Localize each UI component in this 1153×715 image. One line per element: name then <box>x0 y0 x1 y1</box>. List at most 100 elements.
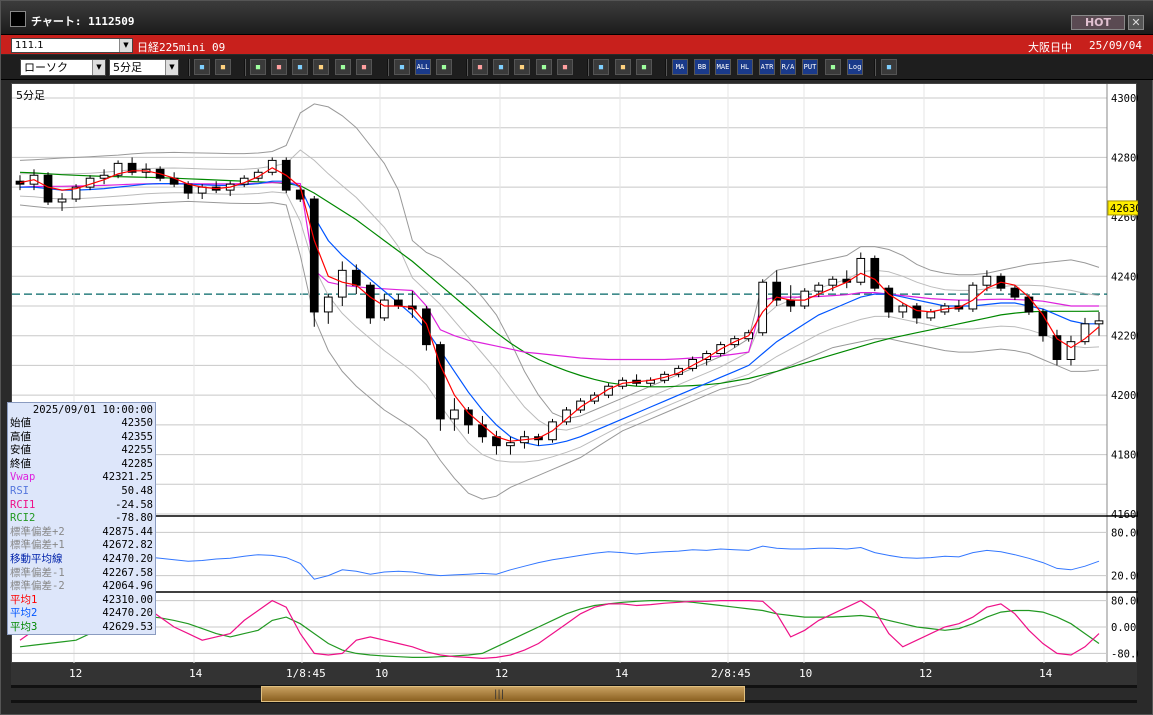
chart-area[interactable]: 4300042800426004240042200420004180041600… <box>11 83 1138 664</box>
price-axis-label: 41600 <box>1111 509 1138 521</box>
close-icon[interactable]: ✕ <box>1128 15 1144 30</box>
rci1-line <box>19 599 1100 660</box>
put-icon[interactable]: PUT <box>802 59 818 75</box>
candle-body <box>183 183 193 194</box>
grid-icon[interactable]: ■ <box>493 59 509 75</box>
mae-icon[interactable]: MAE <box>715 59 731 75</box>
search-icon[interactable]: ■ <box>472 59 488 75</box>
info-row: 終値 42285 <box>10 458 155 471</box>
info-key: RCI1 <box>10 498 36 511</box>
bollinger-lower1-line <box>19 191 1100 463</box>
rsi-axis-label: 80.00 <box>1111 527 1138 539</box>
toolbar-separator <box>587 59 589 76</box>
candle-body <box>43 174 53 203</box>
chart-type-value: ローソク <box>24 61 68 74</box>
ichimoku-icon[interactable]: ■ <box>636 59 652 75</box>
chart-type-select[interactable]: ローソク ▼ <box>20 59 106 76</box>
time-axis-label: 1/8:45 <box>286 667 326 680</box>
mark-icon[interactable]: ■ <box>514 59 530 75</box>
info-key: 標準偏差+2 <box>10 525 65 538</box>
symbol-select[interactable]: 111.1 ▼ <box>11 38 133 53</box>
bollinger-upper-line <box>19 103 1100 420</box>
info-value: 42267.58 <box>102 566 153 579</box>
ma-icon[interactable]: MA <box>672 59 688 75</box>
bb-icon[interactable]: BB <box>694 59 710 75</box>
ra-icon[interactable]: R/A <box>780 59 796 75</box>
info-value: 42255 <box>121 444 153 457</box>
info-value: 42629.53 <box>102 621 153 633</box>
candle-body <box>1038 311 1048 337</box>
chart-canvas[interactable]: 4300042800426004240042200420004180041600… <box>12 84 1138 664</box>
chevron-down-icon[interactable]: ▼ <box>165 60 178 75</box>
color-icon[interactable]: ■ <box>615 59 631 75</box>
info-value: 50.48 <box>121 485 153 497</box>
chevron-down-icon[interactable]: ▼ <box>119 39 132 52</box>
export-icon[interactable]: ■ <box>881 59 897 75</box>
pen-icon[interactable]: ■ <box>250 59 266 75</box>
cross-icon[interactable]: ■ <box>215 59 231 75</box>
title-bar[interactable]: チャート: 1112509 HOT ✕ <box>1 1 1153 35</box>
wrench-icon[interactable]: ■ <box>593 59 609 75</box>
candle-body <box>1010 287 1020 298</box>
all-icon[interactable]: ALL <box>415 59 431 75</box>
note-icon[interactable]: ■ <box>313 59 329 75</box>
period-select[interactable]: 5分足 ▼ <box>109 59 179 76</box>
down-icon[interactable]: ■ <box>436 59 452 75</box>
candle-body <box>1080 323 1090 343</box>
hl-icon[interactable]: HL <box>737 59 753 75</box>
info-row: 標準偏差-2 42064.96 <box>10 580 155 593</box>
rci2-line <box>19 599 1100 659</box>
trash-icon[interactable]: ■ <box>335 59 351 75</box>
candle-body <box>57 198 67 203</box>
time-axis-label: 14 <box>615 667 629 680</box>
hatch-icon[interactable]: ■ <box>536 59 552 75</box>
chevron-down-icon[interactable]: ▼ <box>92 60 105 75</box>
info-row: Vwap 42321.25 <box>10 471 155 484</box>
bollinger-lower-line <box>19 200 1100 500</box>
info-value: 42350 <box>121 417 153 429</box>
candle-body <box>309 198 319 313</box>
candle-body <box>197 186 207 194</box>
bars2-icon[interactable]: ■ <box>394 59 410 75</box>
frame-icon[interactable]: ■ <box>825 59 841 75</box>
info-key: 安値 <box>10 444 31 457</box>
candle-body <box>436 344 445 420</box>
price-axis-label: 42000 <box>1111 390 1138 402</box>
draw-icon[interactable]: ■ <box>271 59 287 75</box>
info-row: 安値 42255 <box>10 444 155 457</box>
time-axis-label: 10 <box>799 667 813 680</box>
zoom-icon[interactable]: ■ <box>194 59 210 75</box>
atr-icon[interactable]: ATR <box>759 59 775 75</box>
period-label: 5分足 <box>16 89 45 102</box>
info-value: -78.80 <box>115 512 153 525</box>
candle-body <box>604 385 613 396</box>
info-key: 標準偏差-1 <box>10 566 65 579</box>
info-row: 平均3 42629.53 <box>10 621 155 634</box>
arrow-icon[interactable]: ■ <box>292 59 308 75</box>
candle-body <box>464 409 473 426</box>
info-key: 平均1 <box>10 593 38 606</box>
toolbar-separator <box>874 59 876 76</box>
info-value: 42470.20 <box>102 553 153 565</box>
candle-body <box>85 177 95 188</box>
info-value: 42310.00 <box>102 593 153 606</box>
hot-button[interactable]: HOT <box>1071 15 1125 30</box>
chart-scrollbar[interactable]: ||| <box>11 685 1137 703</box>
info-value: 42355 <box>121 430 153 443</box>
scroll-thumb[interactable]: ||| <box>261 686 745 702</box>
ma2-line <box>20 180 1099 447</box>
symbol-bar <box>1 35 1153 54</box>
time-axis-label: 14 <box>189 667 203 680</box>
info-row: 標準偏差+2 42875.44 <box>10 526 155 539</box>
log-icon[interactable]: Log <box>847 59 863 75</box>
bollinger-upper1-line <box>19 149 1100 431</box>
bars-icon[interactable]: ■ <box>356 59 372 75</box>
candle-body <box>912 305 922 319</box>
candle-body <box>758 281 768 334</box>
settings-icon[interactable]: ■ <box>557 59 573 75</box>
candle-body <box>772 281 782 301</box>
info-row: 標準偏差+1 42672.82 <box>10 539 155 552</box>
ma3-line <box>19 171 1100 388</box>
candle-body <box>1024 296 1034 313</box>
candle-body <box>898 305 908 313</box>
